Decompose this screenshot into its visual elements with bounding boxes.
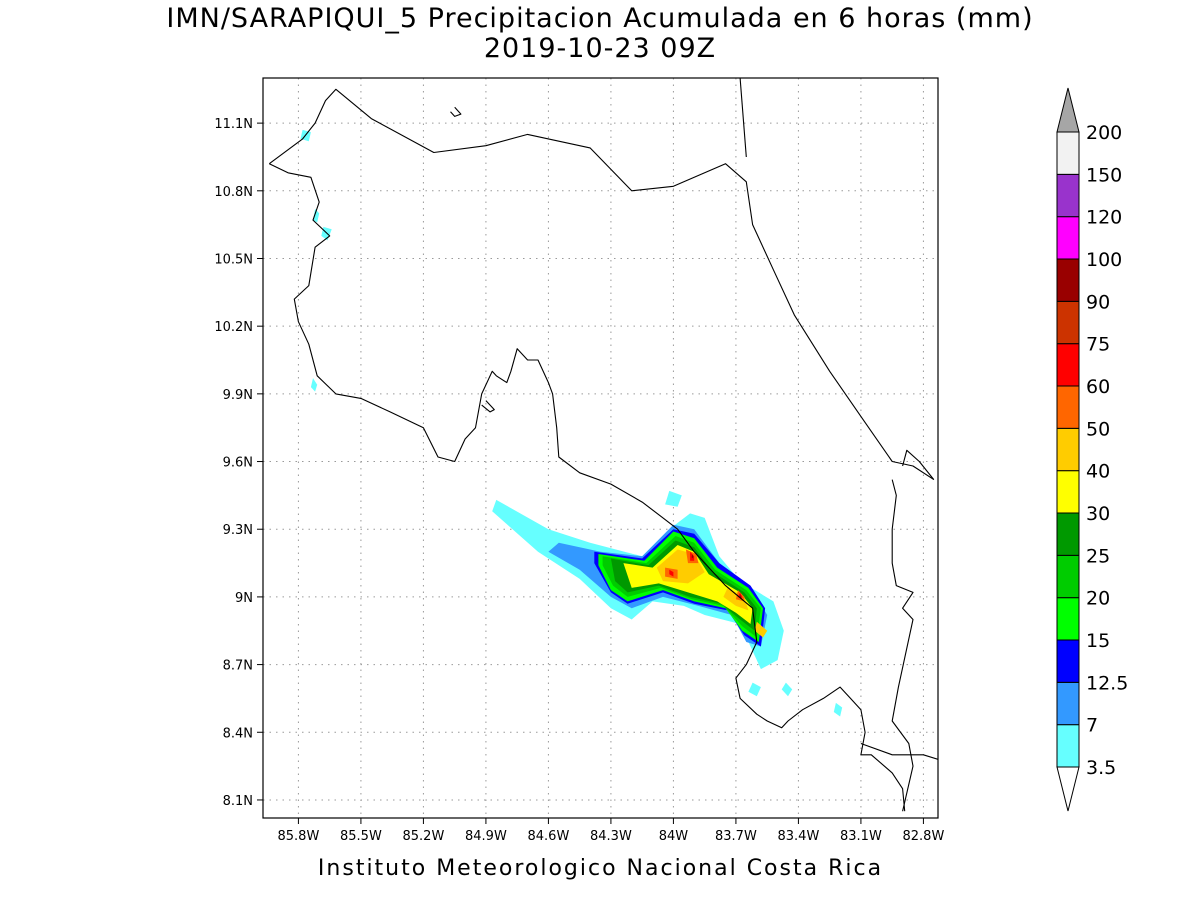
y-tick-label: 11.1N: [214, 117, 253, 132]
colorbar-label: 7: [1086, 715, 1098, 737]
footer-credit: Instituto Meteorologico Nacional Costa R…: [317, 856, 884, 881]
colorbar-label: 200: [1086, 122, 1122, 144]
colorbar-label: 60: [1086, 376, 1110, 398]
colorbar-swatch: [1056, 470, 1080, 514]
y-tick-label: 10.2N: [214, 320, 253, 335]
coastline: [268, 88, 935, 481]
colorbar-swatch: [1056, 639, 1080, 683]
country-border: [891, 479, 914, 812]
precipitation-field: [300, 129, 843, 717]
rain-contour-100mm: [691, 554, 694, 559]
chart-subtitle-date: 2019-10-23 09Z: [483, 33, 717, 64]
colorbar-label: 12.5: [1086, 672, 1128, 694]
colorbar-swatch: [1056, 681, 1080, 726]
colorbar-swatch: [1056, 300, 1080, 345]
colorbar-swatch: [1056, 216, 1080, 260]
colorbar-label: 75: [1086, 334, 1110, 356]
colorbar-label: 25: [1086, 545, 1110, 567]
colorbar-label: 100: [1086, 249, 1122, 271]
colorbar-label: 40: [1086, 461, 1110, 483]
country-border: [860, 742, 938, 760]
rain-contour-40mm: [754, 621, 768, 638]
rain-contour-3_5mm: [833, 702, 843, 717]
colorbar-swatch: [1056, 131, 1080, 175]
x-tick-label: 83.4W: [778, 829, 820, 844]
x-tick-label: 85.5W: [340, 829, 382, 844]
colorbar-swatch: [1056, 258, 1080, 302]
rain-contour-3_5mm: [781, 682, 793, 697]
colorbar-swatch: [1056, 724, 1080, 768]
colorbar-label: 50: [1086, 418, 1110, 440]
rain-contour-3_5mm: [313, 208, 320, 223]
x-tick-label: 84.3W: [590, 829, 632, 844]
y-tick-label: 9.9N: [223, 388, 253, 403]
plot-area: [263, 78, 938, 818]
y-tick-label: 9N: [235, 591, 253, 606]
y-tick-label: 10.8N: [214, 185, 253, 200]
colorbar-label: 20: [1086, 588, 1110, 610]
colorbar-swatch: [1056, 343, 1080, 387]
coastline: [269, 163, 906, 812]
x-tick-label: 84W: [659, 829, 689, 844]
coastline: [450, 106, 462, 117]
plot-frame: [262, 77, 939, 819]
x-tick-label: 85.8W: [278, 829, 320, 844]
rain-contour-40mm: [723, 587, 749, 611]
coastline-layer: [268, 78, 938, 812]
x-tick-label: 83.7W: [715, 829, 757, 844]
colorbar-legend: 3.5 7 12.5 15 20 25 30 40 50 60 75 90 100 120 150 200: [1056, 87, 1128, 812]
x-tick-label: 84.9W: [465, 829, 507, 844]
colorbar-label: 90: [1086, 291, 1110, 313]
x-axis-ticks: 85.8W 85.5W 85.2W 84.9W 84.6W 84.3W 84W 83.7W 83…: [278, 818, 945, 844]
colorbar-swatch: [1056, 554, 1080, 599]
colorbar-swatch: [1056, 173, 1080, 218]
rain-contour-30mm: [623, 545, 753, 624]
colorbar-over-triangle: [1056, 87, 1080, 133]
colorbar-label: 30: [1086, 503, 1110, 525]
colorbar-label: 3.5: [1086, 757, 1116, 779]
y-tick-label: 9.3N: [223, 523, 253, 538]
y-tick-label: 8.7N: [223, 659, 253, 674]
colorbar-label: 150: [1086, 164, 1122, 186]
colorbar-label: 120: [1086, 207, 1122, 229]
chart-title: IMN/SARAPIQUI_5 Precipitacion Acumulada …: [166, 3, 1034, 34]
y-tick-label: 9.6N: [223, 456, 253, 471]
colorbar-swatch: [1056, 385, 1080, 429]
colorbar-label: 15: [1086, 630, 1110, 652]
rain-contour-3_5mm: [665, 490, 682, 507]
country-border: [739, 78, 747, 158]
x-tick-label: 82.8W: [903, 829, 945, 844]
colorbar-under-triangle: [1056, 766, 1080, 812]
colorbar-swatch: [1056, 512, 1080, 556]
y-tick-label: 8.4N: [223, 726, 253, 741]
coastline: [481, 400, 495, 413]
y-tick-label: 8.1N: [223, 794, 253, 809]
x-tick-label: 83.1W: [840, 829, 882, 844]
x-tick-label: 84.6W: [528, 829, 570, 844]
y-axis-ticks: 11.1N 10.8N 10.5N 10.2N 9.9N 9.6N 9.3N 9N 8.7N 8.…: [214, 117, 263, 809]
y-tick-label: 10.5N: [214, 252, 253, 267]
colorbar-swatch: [1056, 597, 1080, 641]
rain-contour-3_5mm: [748, 682, 761, 697]
country-border: [902, 449, 935, 480]
x-tick-label: 85.2W: [403, 829, 445, 844]
colorbar-swatch: [1056, 427, 1080, 472]
rain-contour-3_5mm: [310, 378, 318, 392]
rain-contour-60mm: [669, 569, 674, 577]
